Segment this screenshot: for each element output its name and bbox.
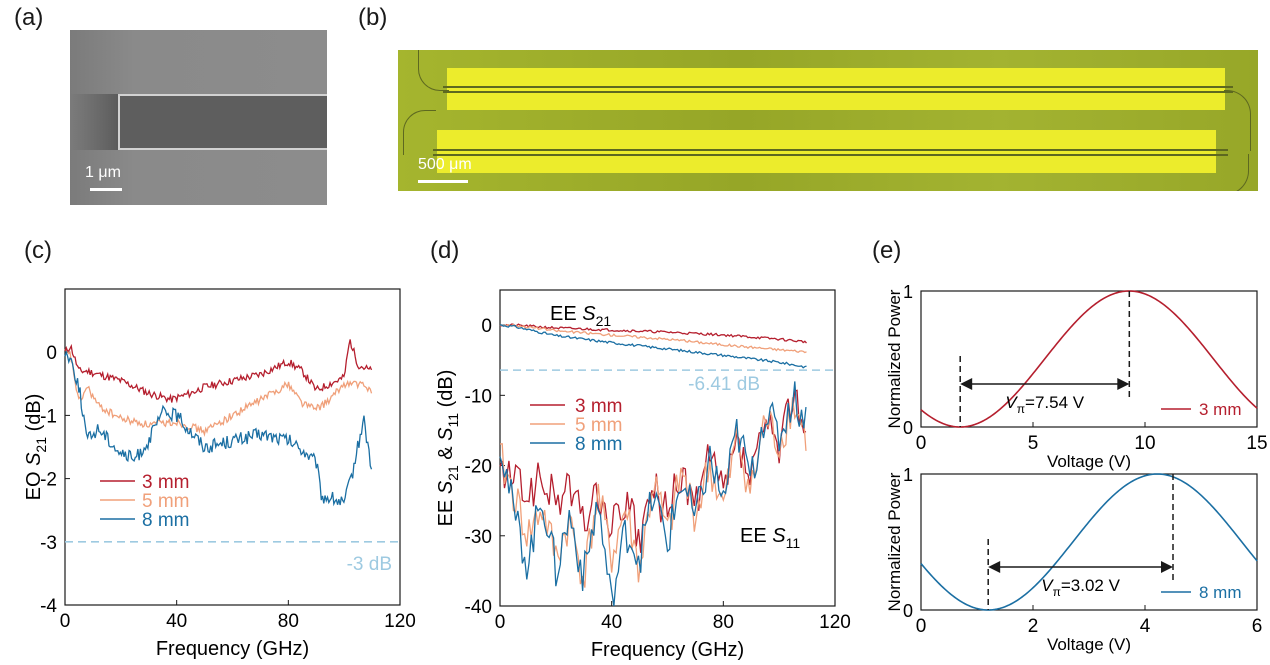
series-line-8-mm-S11 [499, 381, 807, 607]
y-tick-label: -20 [465, 457, 492, 478]
arrow-head-left [960, 378, 973, 390]
x-tick-label: 80 [713, 612, 734, 633]
arrow-head-right [1161, 561, 1173, 573]
y-tick-label: 0 [903, 601, 913, 621]
panel-label-c: (c) [24, 237, 52, 264]
plot-frame-top [920, 290, 1258, 428]
panel-label-e: (e) [872, 237, 902, 264]
scale-label-b: 500 μm [418, 156, 472, 173]
plot-frame [64, 288, 401, 606]
x-tick-label: 5 [1028, 433, 1039, 454]
y-tick-label: -3 [40, 533, 57, 554]
x-tick-label: 0 [916, 433, 927, 454]
legend-label: 8 mm [575, 434, 623, 455]
y-tick-label: 0 [903, 418, 913, 438]
x-tick-label: 40 [601, 612, 622, 633]
x-tick-label: 0 [495, 612, 506, 633]
y-tick-label: -40 [465, 597, 492, 618]
series-line-8-mm-S21 [499, 324, 807, 369]
panel-label-d: (d) [430, 237, 460, 264]
x-tick-label: 120 [819, 612, 851, 633]
x-tick-label: 6 [1252, 616, 1263, 637]
legend-label: 5 mm [142, 491, 190, 512]
x-tick-label: 0 [916, 616, 927, 637]
waveguide-line [433, 154, 1228, 156]
transfer-curve [920, 473, 1258, 611]
y-tick-label: 0 [46, 343, 57, 364]
y-axis-label: EE S21 & S11 (dB) [435, 370, 461, 527]
annotation-ee-s21: EE S21 [550, 303, 611, 329]
x-axis-label: Frequency (GHz) [156, 638, 309, 660]
legend-label: 3 mm [142, 472, 190, 493]
x-tick-label: 120 [384, 611, 416, 632]
waveguide-line [433, 149, 1228, 151]
series-line-3mm [64, 339, 373, 404]
plot-frame [499, 289, 836, 607]
waveguide-bend [1216, 154, 1249, 191]
y-tick-label: -10 [465, 386, 492, 407]
legend-label: 3 mm [1199, 400, 1242, 419]
legend-label: 8 mm [142, 510, 190, 531]
y-tick-label: -1 [40, 406, 57, 427]
x-tick-label: 10 [1134, 433, 1155, 454]
arrow-head-left [988, 561, 1001, 573]
series-line-8mm [64, 349, 373, 507]
y-tick-label: 1 [903, 282, 913, 302]
series-line-3-mm-S11 [499, 389, 807, 553]
sem-shadow [70, 94, 120, 150]
y-tick-label: -2 [40, 470, 57, 491]
x-tick-label: 4 [1140, 616, 1151, 637]
series-line-3-mm-S21 [499, 323, 807, 344]
x-tick-label: 0 [60, 611, 71, 632]
vpi-label: Vπ=7.54 V [1005, 393, 1084, 416]
annotation-ee-s11: EE S11 [740, 525, 800, 551]
waveguide-line [443, 91, 1233, 93]
x-tick-label: 80 [278, 611, 299, 632]
series-line-5mm [64, 348, 373, 438]
y-axis-label: Normalized Power [885, 289, 904, 428]
electrode-stripe-bottom [437, 130, 1216, 173]
sem-waveguide [118, 94, 327, 150]
plot-frame-bottom [920, 473, 1258, 611]
x-axis-label: Voltage (V) [1047, 635, 1131, 654]
series-line-5-mm-S21 [499, 323, 807, 354]
y-tick-label: -4 [40, 596, 57, 617]
x-tick-label: 40 [166, 611, 187, 632]
ref-line-label: -6.41 dB [688, 374, 760, 395]
legend-label: 8 mm [1199, 583, 1242, 602]
x-axis-label: Voltage (V) [1047, 452, 1131, 471]
scale-bar-b [418, 180, 468, 183]
waveguide-bend [403, 110, 436, 155]
x-axis-label: Frequency (GHz) [591, 639, 744, 661]
y-tick-label: 0 [481, 316, 492, 337]
x-tick-label: 15 [1246, 433, 1267, 454]
device-micrograph: 500 μm [398, 50, 1258, 191]
scale-label-a: 1 μm [85, 164, 121, 181]
legend-label: 5 mm [575, 415, 623, 436]
transfer-curve [920, 290, 1258, 428]
y-tick-label: 1 [903, 465, 913, 485]
vpi-label: Vπ=3.02 V [1041, 576, 1120, 599]
waveguide-line [443, 86, 1233, 88]
panel-label-b: (b) [358, 4, 388, 31]
legend-label: 3 mm [575, 396, 623, 417]
electrode-stripe-top [447, 68, 1225, 110]
y-tick-label: -30 [465, 527, 492, 548]
y-axis-label: EO S21 (dB) [23, 394, 49, 501]
arrow-head-right [1117, 378, 1130, 390]
y-axis-label: Normalized Power [885, 472, 904, 611]
ref-line-label: -3 dB [347, 554, 392, 575]
sem-image: 1 μm [70, 30, 327, 205]
scale-bar-a [90, 188, 122, 191]
x-tick-label: 2 [1028, 616, 1039, 637]
panel-label-a: (a) [14, 4, 44, 31]
